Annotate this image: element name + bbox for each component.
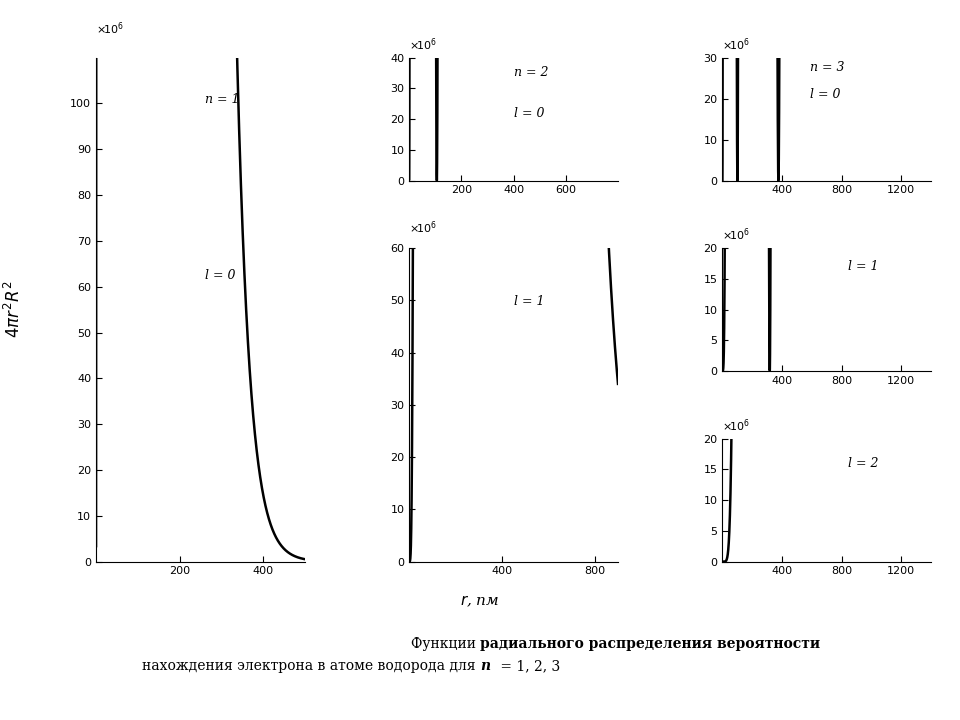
Text: l = 0: l = 0 [204,269,235,282]
Text: n: n [480,659,491,672]
Text: $\times\!10^6$: $\times\!10^6$ [96,21,124,37]
Text: Функции: Функции [411,637,480,651]
Text: l = 0: l = 0 [514,107,544,120]
Text: $\times\!10^6$: $\times\!10^6$ [409,219,438,235]
Text: радиального распределения вероятности: радиального распределения вероятности [480,637,820,651]
Text: нахождения электрона в атоме водорода для: нахождения электрона в атоме водорода дл… [142,659,480,672]
Text: l = 1: l = 1 [848,261,878,274]
Text: $\times\!10^6$: $\times\!10^6$ [722,36,751,53]
Text: $\times\!10^6$: $\times\!10^6$ [409,36,438,53]
Text: n = 2: n = 2 [514,66,548,79]
Text: l = 2: l = 2 [848,457,878,470]
Text: $4\pi r^2 R^2$: $4\pi r^2 R^2$ [5,281,24,338]
Text: $\times\!10^6$: $\times\!10^6$ [722,417,751,433]
Text: $\times\!10^6$: $\times\!10^6$ [722,227,751,243]
Text: $r$, пм: $r$, пм [460,594,500,609]
Text: n = 3: n = 3 [810,61,845,74]
Text: l = 1: l = 1 [514,295,544,308]
Text: l = 0: l = 0 [810,89,841,102]
Text: n = 1: n = 1 [204,93,239,106]
Text: = 1, 2, 3: = 1, 2, 3 [496,659,561,672]
